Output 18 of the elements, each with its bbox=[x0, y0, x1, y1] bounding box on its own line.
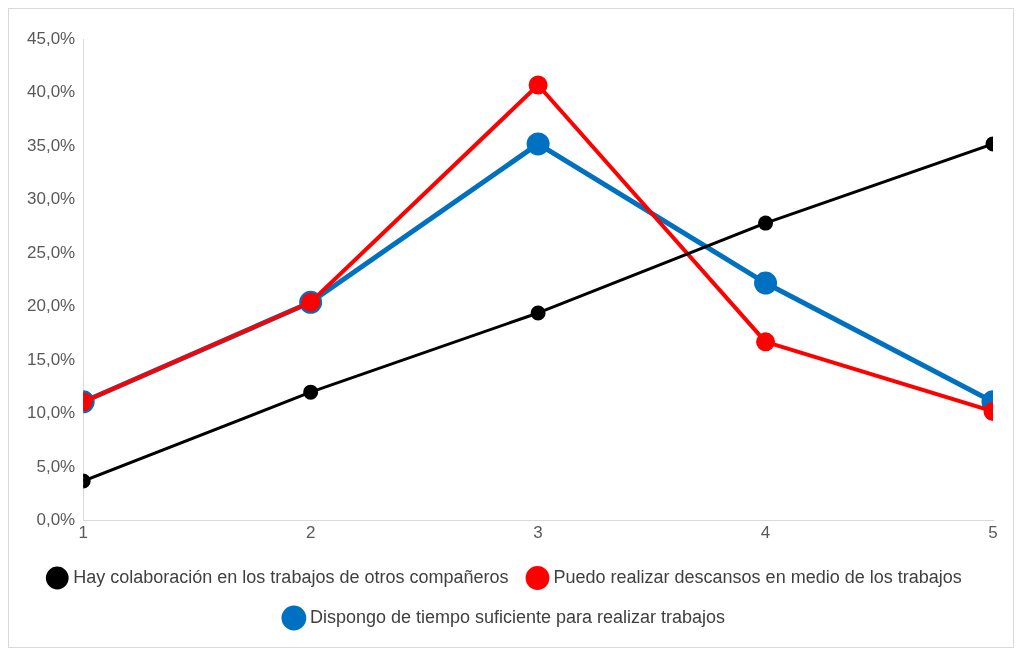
y-tick-label: 45,0% bbox=[27, 28, 76, 48]
legend-label: Dispongo de tiempo suficiente para realizar trabajos bbox=[309, 606, 726, 627]
y-tick-label: 5,0% bbox=[36, 456, 76, 476]
y-tick-label: 10,0% bbox=[27, 403, 76, 423]
x-tick-label: 4 bbox=[760, 523, 771, 543]
y-tick-label: 0,0% bbox=[36, 510, 76, 530]
y-tick-label: 40,0% bbox=[27, 82, 76, 102]
y-tick-label: 15,0% bbox=[27, 349, 76, 369]
legend-label: Hay colaboración en los trabajos de otros compañeros bbox=[73, 566, 509, 587]
y-tick-label: 25,0% bbox=[27, 242, 76, 262]
y-tick-label: 35,0% bbox=[27, 135, 76, 155]
x-tick-label: 2 bbox=[305, 523, 316, 543]
x-tick-label: 1 bbox=[78, 523, 88, 543]
x-tick-label: 5 bbox=[988, 523, 998, 543]
y-tick-label: 30,0% bbox=[27, 189, 76, 209]
x-tick-label: 3 bbox=[533, 523, 543, 543]
legend-label: Puedo realizar descansos en medio de los trabajos bbox=[553, 566, 962, 587]
y-tick-label: 20,0% bbox=[27, 296, 76, 316]
